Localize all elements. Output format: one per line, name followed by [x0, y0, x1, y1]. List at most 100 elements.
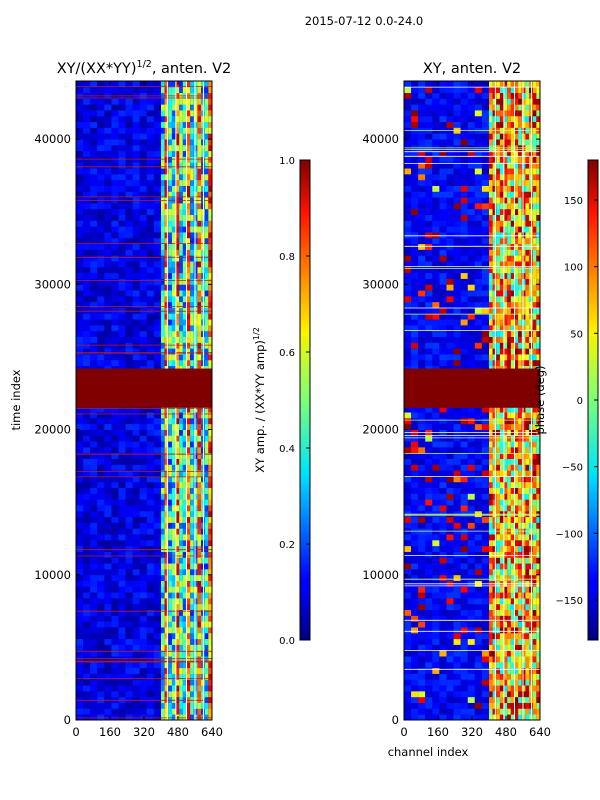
heatmap-cell — [153, 603, 161, 611]
heatmap-cell — [453, 557, 461, 564]
heatmap-cell — [201, 266, 205, 274]
heatmap-cell — [171, 661, 176, 669]
heatmap-cell — [161, 702, 165, 709]
heatmap-cell — [104, 313, 112, 320]
heatmap-cell — [111, 568, 119, 576]
heatmap-cell — [404, 632, 412, 640]
heatmap-cell — [418, 638, 426, 645]
heatmap-cell — [118, 499, 126, 506]
heatmap-cell — [481, 545, 489, 552]
heatmap-cell — [97, 574, 105, 581]
heatmap-cell — [175, 499, 180, 506]
heatmap-cell — [536, 458, 540, 465]
heatmap-cell — [193, 81, 198, 88]
heatmap-cell — [104, 173, 112, 181]
heatmap-cell — [446, 319, 454, 326]
heatmap-cell — [168, 580, 172, 587]
heatmap-cell — [164, 499, 169, 506]
heatmap-cell — [193, 313, 198, 320]
heatmap-cell — [514, 348, 519, 355]
heatmap-cell — [97, 179, 105, 186]
heatmap-cell — [161, 685, 165, 692]
heatmap-cell — [536, 499, 540, 506]
heatmap-cell — [190, 458, 194, 465]
heatmap-cell — [76, 412, 84, 419]
heatmap-cell — [503, 458, 508, 465]
heatmap-cell — [499, 627, 504, 634]
heatmap-cell — [404, 516, 412, 523]
heatmap-cell — [111, 86, 119, 94]
heatmap-cell — [518, 621, 522, 628]
heatmap-cell — [481, 470, 489, 477]
heatmap-cell — [111, 208, 119, 216]
heatmap-cell — [499, 290, 504, 297]
heatmap-cell — [208, 644, 212, 651]
heatmap-cell — [182, 412, 187, 419]
heatmap-cell — [467, 458, 475, 465]
heatmap-cell — [118, 162, 126, 169]
heatmap-cell — [453, 342, 461, 349]
heatmap-cell — [197, 568, 202, 576]
heatmap-cell — [496, 516, 500, 523]
heatmap-cell — [503, 359, 508, 367]
heatmap-cell — [132, 156, 140, 163]
heatmap-cell — [171, 609, 176, 616]
heatmap-cell — [201, 441, 205, 448]
heatmap-cell — [182, 627, 187, 634]
heatmap-cell — [179, 499, 183, 506]
heatmap-cell — [197, 313, 202, 320]
heatmap-cell — [83, 261, 91, 268]
heatmap-cell — [536, 667, 540, 674]
heatmap-cell — [204, 359, 209, 367]
heatmap-cell — [481, 481, 489, 489]
heatmap-cell — [201, 359, 205, 367]
heatmap-cell — [179, 632, 183, 640]
heatmap-cell — [182, 139, 187, 146]
heatmap-cell — [97, 510, 105, 518]
heatmap-cell — [182, 423, 187, 430]
heatmap-cell — [186, 714, 191, 721]
heatmap-cell — [179, 156, 183, 163]
heatmap-cell — [97, 650, 105, 657]
heatmap-cell — [467, 644, 475, 651]
heatmap-cell — [146, 534, 154, 541]
heatmap-cell — [503, 656, 508, 663]
heatmap-cell — [125, 679, 133, 686]
heatmap-cell — [186, 539, 191, 547]
heatmap-cell — [104, 667, 112, 674]
heatmap-cell — [83, 499, 91, 506]
heatmap-cell — [193, 423, 198, 430]
heatmap-cell — [460, 702, 468, 709]
heatmap-cell — [208, 632, 212, 640]
heatmap-cell — [125, 452, 133, 459]
heatmap-cell — [532, 661, 537, 669]
heatmap-cell — [503, 301, 508, 308]
heatmap-cell — [197, 348, 202, 355]
heatmap-cell — [496, 598, 500, 605]
heatmap-cell — [171, 330, 176, 337]
heatmap-cell — [161, 249, 165, 256]
heatmap-cell — [118, 243, 126, 250]
heatmap-cell — [139, 696, 147, 703]
heatmap-cell — [460, 348, 468, 355]
heatmap-cell — [111, 627, 119, 634]
heatmap-cell — [489, 609, 493, 616]
heatmap-cell — [518, 458, 522, 465]
heatmap-cell — [97, 446, 105, 454]
heatmap-cell — [474, 319, 482, 326]
heatmap-cell — [453, 638, 461, 645]
heatmap-cell — [132, 406, 140, 413]
heatmap-cell — [514, 481, 519, 489]
heatmap-cell — [499, 551, 504, 558]
heatmap-cell — [164, 505, 169, 512]
heatmap-cell — [197, 505, 202, 512]
heatmap-cell — [182, 563, 187, 570]
heatmap-cell — [208, 226, 212, 233]
heatmap-cell — [171, 441, 176, 448]
heatmap-cell — [204, 168, 209, 175]
heatmap-cell — [118, 266, 126, 274]
heatmap-cell — [132, 86, 140, 94]
heatmap-cell — [153, 156, 161, 163]
heatmap-cell — [83, 574, 91, 581]
heatmap-cell — [201, 144, 205, 152]
